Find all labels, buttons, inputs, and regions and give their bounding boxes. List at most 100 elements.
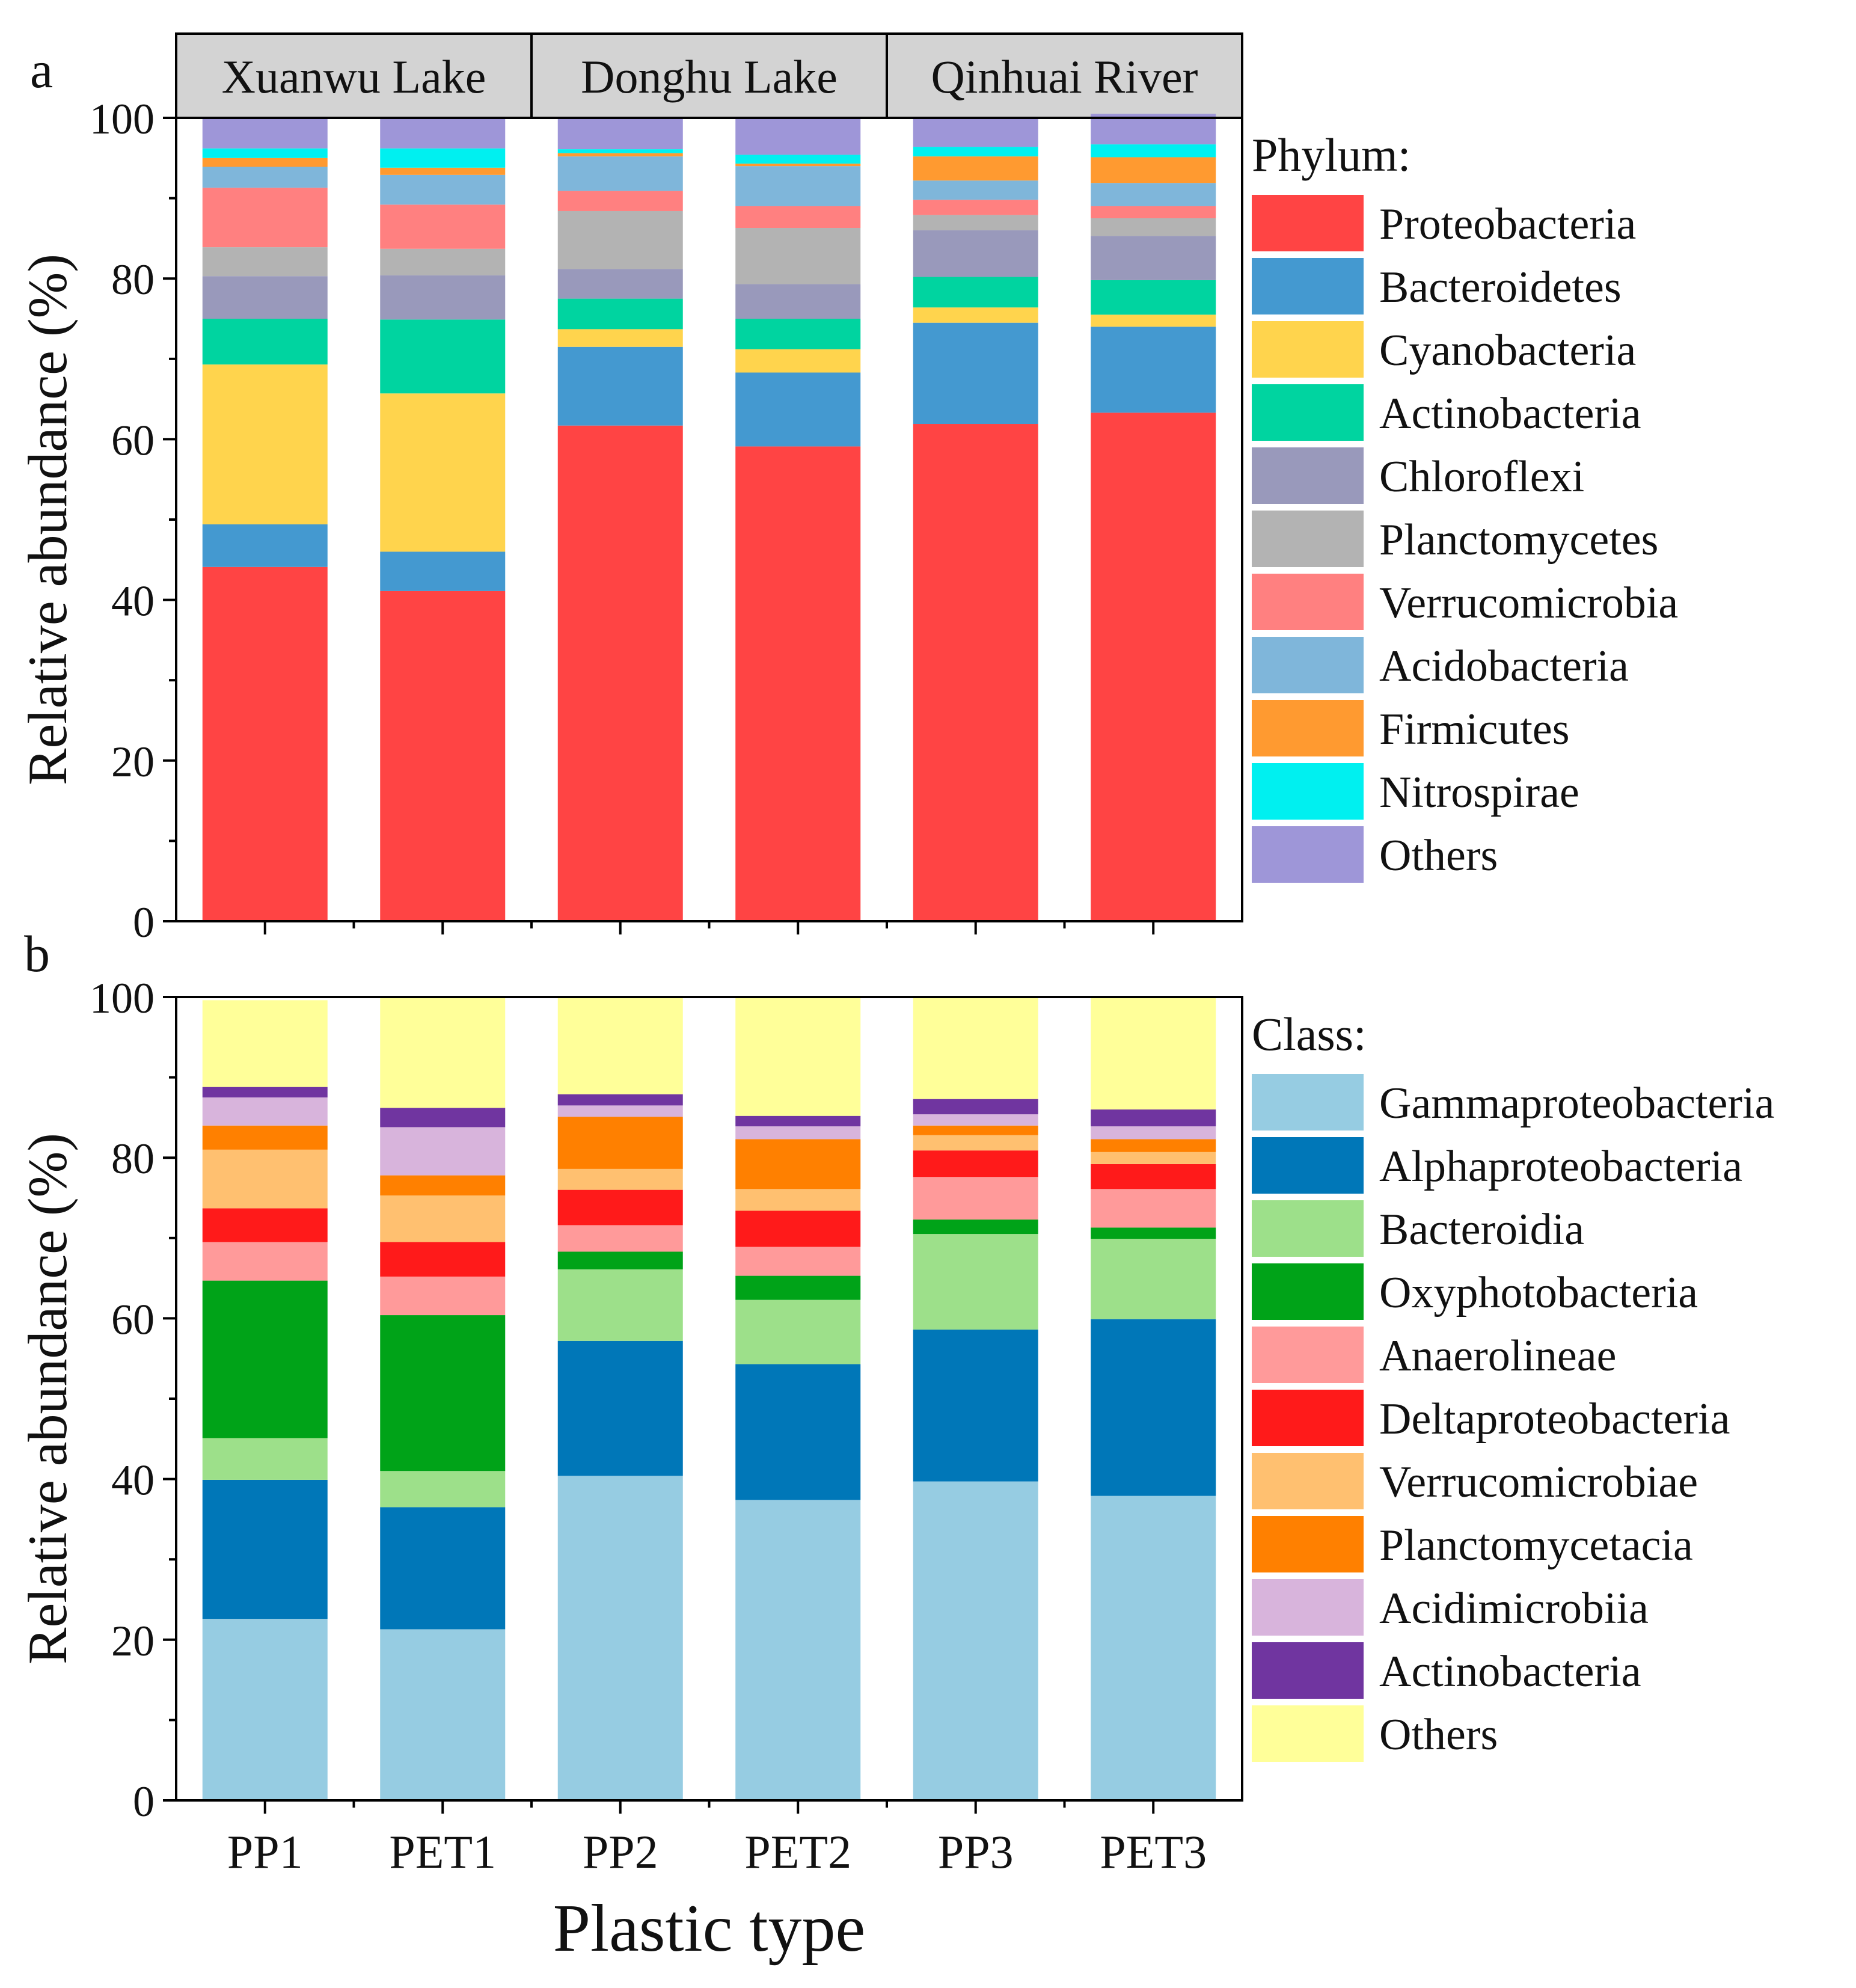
legend-swatch xyxy=(1252,1327,1364,1383)
legend-swatch xyxy=(1252,637,1364,693)
bar-segment-others xyxy=(202,1000,328,1087)
legend-label: Nitrospirae xyxy=(1379,768,1579,817)
bar-segment-cyanobacteria xyxy=(735,349,861,373)
legend-swatch xyxy=(1252,1074,1364,1131)
bar-segment-oxyphotobacteria xyxy=(557,1251,683,1269)
bar-segment-firmicutes xyxy=(913,156,1038,181)
bar-segment-proteobacteria xyxy=(557,425,683,921)
bar-segment-planctomycetacia xyxy=(380,1175,506,1195)
bar-segment-acidimicrobiia xyxy=(913,1114,1038,1126)
legend-item: Proteobacteria xyxy=(1252,195,1636,251)
bar-segment-others xyxy=(913,997,1038,1099)
bar-segment-acidobacteria xyxy=(202,167,328,188)
legend-swatch xyxy=(1252,1137,1364,1194)
bar-segment-deltaproteobacteria xyxy=(1091,1164,1216,1189)
y-tick-label: 80 xyxy=(111,1135,155,1183)
y-tick-label: 80 xyxy=(111,256,155,304)
bar-segment-bacteroidia xyxy=(557,1269,683,1341)
bar-segment-chloroflexi xyxy=(557,269,683,299)
bar-segment-firmicutes xyxy=(1091,157,1216,183)
bar-segment-oxyphotobacteria xyxy=(913,1219,1038,1235)
panel-label: a xyxy=(30,41,53,99)
y-tick-label: 60 xyxy=(111,1295,155,1343)
legend-swatch xyxy=(1252,1200,1364,1257)
x-tick-label: PET1 xyxy=(389,1826,496,1878)
legend-item: Acidobacteria xyxy=(1252,637,1629,693)
legend-label: Oxyphotobacteria xyxy=(1379,1268,1698,1318)
bar-segment-others xyxy=(557,118,683,150)
bar-segment-cyanobacteria xyxy=(1091,314,1216,327)
legend-swatch xyxy=(1252,384,1364,441)
legend-label: Others xyxy=(1379,831,1498,880)
bar-stack-pet3 xyxy=(1091,114,1216,921)
bar-segment-planctomycetacia xyxy=(557,1117,683,1169)
legend-item: Anaerolineae xyxy=(1252,1327,1616,1383)
legend-label: Firmicutes xyxy=(1379,705,1570,754)
legend-item: Verrucomicrobia xyxy=(1252,574,1678,630)
legend-label: Proteobacteria xyxy=(1379,200,1636,249)
bar-segment-others xyxy=(913,118,1038,147)
legend-swatch xyxy=(1252,1263,1364,1320)
bar-segment-firmicutes xyxy=(557,153,683,157)
bar-segment-verrucomicrobia xyxy=(913,200,1038,215)
legend-title: Phylum: xyxy=(1252,129,1410,181)
bar-stack-pp1 xyxy=(202,118,328,921)
bar-segment-cyanobacteria xyxy=(557,329,683,347)
bar-segment-chloroflexi xyxy=(913,230,1038,277)
bar-segment-others xyxy=(735,118,861,155)
bar-segment-verrucomicrobiae xyxy=(557,1168,683,1190)
y-tick-label: 20 xyxy=(111,1617,155,1665)
legend-swatch xyxy=(1252,1705,1364,1762)
bar-segment-planctomycetes xyxy=(557,210,683,269)
bar-segment-oxyphotobacteria xyxy=(735,1275,861,1300)
legend-swatch xyxy=(1252,195,1364,251)
bar-segment-others xyxy=(380,997,506,1108)
legend-item: Deltaproteobacteria xyxy=(1252,1390,1730,1446)
legend-item: Verrucomicrobiae xyxy=(1252,1453,1698,1509)
bar-segment-proteobacteria xyxy=(380,591,506,921)
legend-label: Gammaproteobacteria xyxy=(1379,1079,1774,1128)
bar-segment-bacteroidetes xyxy=(1091,327,1216,413)
bar-segment-bacteroidetes xyxy=(735,372,861,447)
bar-segment-chloroflexi xyxy=(735,284,861,319)
legend-swatch xyxy=(1252,1579,1364,1636)
x-tick-label: PP3 xyxy=(938,1826,1014,1878)
legend-label: Planctomycetacia xyxy=(1379,1521,1693,1570)
y-tick-label: 0 xyxy=(133,1778,155,1826)
bar-segment-chloroflexi xyxy=(1091,236,1216,280)
bar-segment-deltaproteobacteria xyxy=(380,1242,506,1277)
legend-item: Cyanobacteria xyxy=(1252,321,1636,378)
legend-label: Deltaproteobacteria xyxy=(1379,1394,1730,1444)
bar-segment-actinobacteria xyxy=(1091,1109,1216,1127)
bar-segment-oxyphotobacteria xyxy=(202,1280,328,1438)
legend-item: Oxyphotobacteria xyxy=(1252,1263,1698,1320)
bar-segment-proteobacteria xyxy=(202,566,328,921)
bar-segment-alphaproteobacteria xyxy=(1091,1319,1216,1496)
bar-segment-alphaproteobacteria xyxy=(735,1364,861,1500)
legend-item: Gammaproteobacteria xyxy=(1252,1074,1774,1131)
bar-segment-gammaproteobacteria xyxy=(913,1481,1038,1800)
legend-item: Others xyxy=(1252,826,1498,883)
bar-segment-anaerolineae xyxy=(735,1247,861,1276)
legend-label: Acidobacteria xyxy=(1379,642,1629,691)
bar-segment-actinobacteria xyxy=(380,1108,506,1127)
legend-swatch xyxy=(1252,321,1364,378)
facet-strip xyxy=(886,32,1243,119)
bar-segment-verrucomicrobiae xyxy=(1091,1152,1216,1164)
legend-item: Actinobacteria xyxy=(1252,1642,1641,1699)
bar-segment-planctomycetes xyxy=(380,248,506,275)
bar-segment-bacteroidetes xyxy=(380,551,506,591)
bar-segment-bacteroidetes xyxy=(202,524,328,567)
legend-label: Acidimicrobiia xyxy=(1379,1584,1649,1633)
bar-segment-actinobacteria xyxy=(202,319,328,365)
legend-label: Verrucomicrobia xyxy=(1379,578,1678,628)
bar-segment-anaerolineae xyxy=(380,1276,506,1316)
bar-stack-pet3 xyxy=(1091,997,1216,1800)
legend-item: Bacteroidetes xyxy=(1252,258,1622,314)
legend-item: Nitrospirae xyxy=(1252,763,1579,820)
bar-segment-nitrospirae xyxy=(735,155,861,164)
bar-segment-actinobacteria xyxy=(202,1087,328,1097)
bar-segment-oxyphotobacteria xyxy=(1091,1227,1216,1239)
legend-label: Verrucomicrobiae xyxy=(1379,1458,1698,1507)
bar-segment-planctomycetes xyxy=(1091,218,1216,236)
